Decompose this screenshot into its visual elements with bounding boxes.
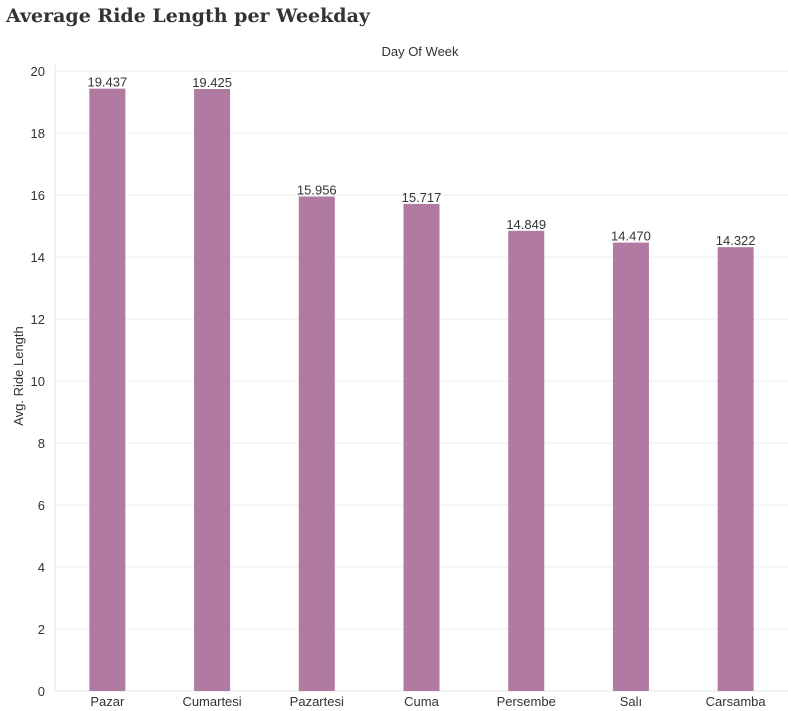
bar (508, 230, 545, 692)
bar (194, 89, 231, 691)
y-tick-label: 14 (31, 250, 45, 265)
x-tick-label: Cuma (404, 694, 439, 709)
y-tick-label: 8 (38, 436, 45, 451)
x-axis-title: Day Of Week (381, 44, 459, 59)
data-label: 14.470 (611, 229, 651, 244)
data-label: 19.437 (87, 75, 127, 90)
chart-title: Average Ride Length per Weekday (6, 5, 370, 27)
y-axis-title: Avg. Ride Length (11, 326, 26, 426)
data-label: 14.849 (506, 217, 546, 232)
y-tick-label: 6 (38, 498, 45, 513)
data-labels: 19.437 19.425 15.956 15.717 14.849 14.470 14.3… (87, 75, 755, 249)
x-tick-label: Pazar (90, 694, 125, 709)
y-tick-labels: 0 2 4 6 8 10 12 14 16 18 20 (31, 64, 45, 699)
data-label: 15.956 (297, 183, 337, 198)
bar (612, 242, 649, 691)
bar (89, 88, 126, 691)
y-tick-label: 10 (31, 374, 45, 389)
x-tick-label: Carsamba (706, 694, 767, 709)
y-tick-label: 2 (38, 622, 45, 637)
bar (717, 247, 754, 692)
bar (298, 196, 335, 691)
x-tick-label: Cumartesi (182, 694, 241, 709)
x-tick-label: Persembe (497, 694, 556, 709)
data-label: 14.322 (716, 233, 756, 248)
data-label: 19.425 (192, 75, 232, 90)
y-tick-label: 4 (38, 560, 45, 575)
y-tick-label: 20 (31, 64, 45, 79)
bars (89, 88, 754, 692)
y-tick-label: 0 (38, 684, 45, 699)
data-label: 15.717 (402, 190, 442, 205)
x-tick-labels: Pazar Cumartesi Pazartesi Cuma Persembe Salı C… (90, 694, 766, 709)
x-tick-label: Salı (620, 694, 642, 709)
y-tick-label: 18 (31, 126, 45, 141)
bar (403, 203, 440, 691)
y-tick-label: 16 (31, 188, 45, 203)
y-tick-label: 12 (31, 312, 45, 327)
x-tick-label: Pazartesi (290, 694, 344, 709)
